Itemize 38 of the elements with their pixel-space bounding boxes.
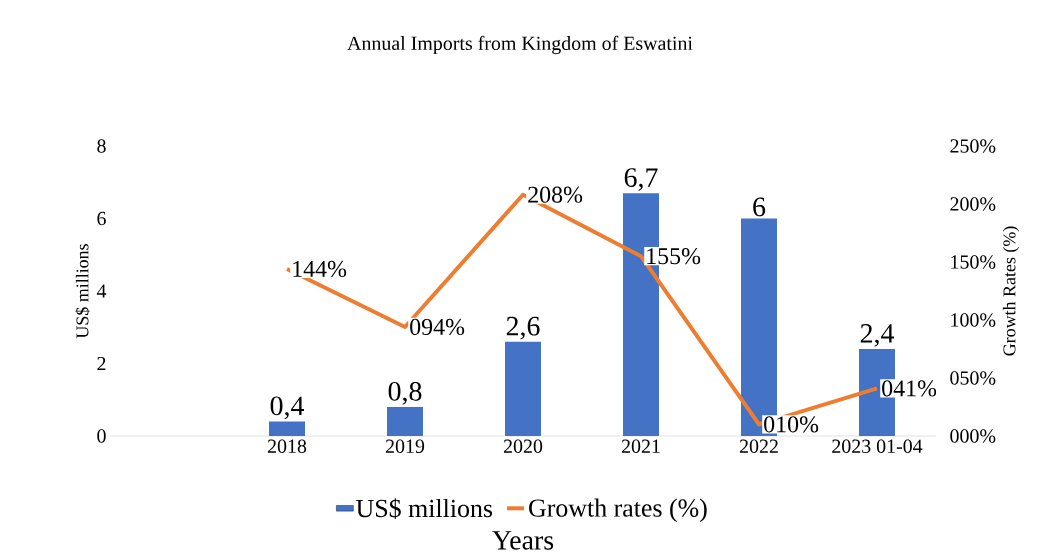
legend-label: Growth rates (%) xyxy=(529,498,707,523)
y2-tick-label: 000% xyxy=(950,429,996,443)
y2-tick-label: 100% xyxy=(951,313,996,327)
x-tick-label: 2019 xyxy=(385,439,425,453)
data-label: 094% xyxy=(410,318,465,336)
y2-tick-label: 050% xyxy=(950,371,996,385)
y-axis-title: US$ millions xyxy=(75,244,90,339)
legend-label: US$ millions xyxy=(356,498,493,519)
data-label: 0,4 xyxy=(270,396,304,420)
y2-axis-title: Growth Rates (%) xyxy=(1002,226,1020,356)
y-tick-label: 0 xyxy=(97,429,106,443)
bar xyxy=(387,407,423,436)
data-label: 010% xyxy=(764,416,819,433)
y-tick-label: 6 xyxy=(97,211,106,226)
x-tick-label: 2022 xyxy=(739,439,778,453)
y-tick-label: 2 xyxy=(97,356,106,371)
chart-title: Annual Imports from Kingdom of Eswatini xyxy=(347,35,693,55)
data-label: 208% xyxy=(528,186,583,203)
y-tick-label: 8 xyxy=(97,139,106,153)
x-tick-label: 2018 xyxy=(267,439,307,453)
bar xyxy=(269,421,305,436)
y2-tick-label: 250% xyxy=(950,139,996,153)
x-tick-label: 2020 xyxy=(503,439,543,453)
x-axis-title: Years xyxy=(492,531,554,550)
data-label: 155% xyxy=(647,248,701,265)
data-label: 6,7 xyxy=(624,168,658,191)
y2-tick-label: 200% xyxy=(950,197,996,211)
bar xyxy=(505,341,541,436)
data-label: 0,8 xyxy=(388,381,422,405)
y2-tick-label: 150% xyxy=(951,255,996,269)
x-tick-label: 2023 01-04 xyxy=(832,439,923,453)
data-label: 041% xyxy=(882,380,937,397)
y-tick-label: 4 xyxy=(96,284,107,298)
data-label: 144% xyxy=(293,260,347,278)
data-label: 2,4 xyxy=(860,324,895,347)
x-tick-label: 2021 xyxy=(621,439,660,453)
data-label: 6 xyxy=(753,197,766,217)
data-label: 2,6 xyxy=(506,316,540,340)
